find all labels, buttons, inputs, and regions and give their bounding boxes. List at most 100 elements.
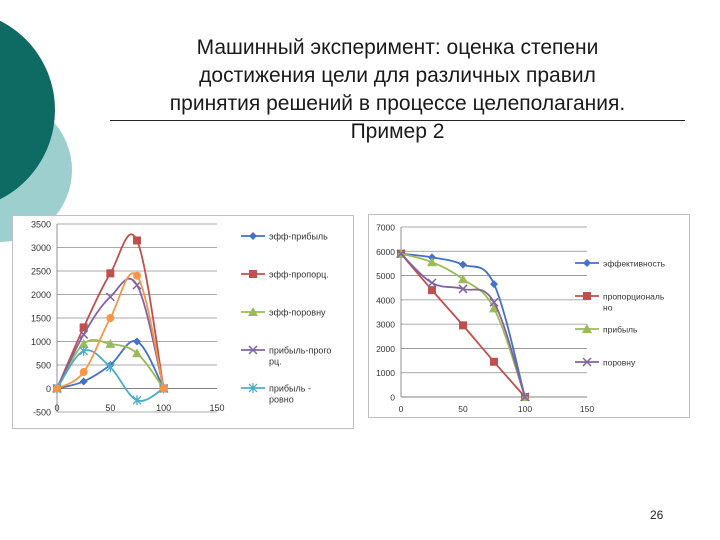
title-line: Пример 2 — [350, 120, 445, 143]
legend-label: эффективность — [603, 259, 666, 269]
data-point — [79, 345, 89, 356]
data-point — [428, 286, 436, 295]
legend-label: поровну — [603, 358, 636, 368]
series-line — [56, 272, 165, 390]
data-point — [490, 357, 498, 366]
legend-entry: эфф-пропорц. — [241, 270, 329, 280]
legend-marker — [583, 259, 591, 267]
legend-label: прибыль - — [269, 384, 311, 394]
title-line: достижения цели для различных правил — [199, 64, 596, 87]
data-point — [53, 384, 61, 393]
y-tick-label: 500 — [36, 361, 51, 371]
data-point — [132, 395, 142, 406]
y-tick-label: 4000 — [376, 295, 395, 305]
legend-label: эфф-пропорц. — [269, 270, 329, 280]
decorative-circles — [0, 20, 72, 242]
series-6 — [53, 271, 168, 393]
legend-label: пропорциональ — [603, 292, 665, 302]
data-point — [79, 329, 89, 339]
x-tick-label: 50 — [105, 403, 115, 413]
y-tick-label: 1500 — [31, 314, 51, 324]
y-tick-label: 0 — [46, 384, 51, 394]
legend-entry: эфф-прибыль — [241, 232, 328, 242]
legend-entry: поровну — [575, 357, 636, 368]
series-5 — [52, 345, 169, 406]
y-tick-label: 3000 — [31, 243, 51, 253]
legend-entry: прибыль — [575, 324, 638, 335]
title-line: принятия решений в процессе целеполагани… — [169, 92, 626, 115]
title-line: Машинный эксперимент: оценка степени — [196, 36, 599, 59]
data-point — [458, 274, 468, 284]
data-point — [133, 236, 141, 245]
data-point — [105, 362, 115, 373]
legend-marker — [249, 232, 257, 240]
legend-marker — [583, 292, 591, 300]
series-line — [56, 233, 165, 389]
data-point — [105, 338, 116, 348]
y-tick-label: 7000 — [376, 223, 395, 233]
y-tick-label: -500 — [33, 408, 51, 418]
x-tick-label: 100 — [156, 403, 171, 413]
legend-label: ровно — [269, 395, 294, 405]
chart-efficiency-profit: -500 0 500 1000 1500 2000 2500 3000 3500 0 50 100 15… — [12, 215, 354, 429]
x-tick-label: 0 — [399, 404, 404, 414]
data-point — [79, 377, 88, 386]
legend-marker — [248, 345, 258, 355]
data-point — [489, 297, 499, 307]
dark-circle — [0, 20, 55, 200]
x-tick-label: 150 — [209, 403, 224, 413]
data-point — [459, 321, 467, 330]
data-point — [520, 392, 530, 402]
data-point — [396, 249, 406, 259]
legend-entry: прибыль -ровно — [241, 383, 311, 405]
legend-entry: эфф-поровну — [241, 307, 326, 318]
data-point — [78, 338, 89, 348]
y-tick-label: 5000 — [376, 271, 395, 281]
data-point — [489, 303, 499, 313]
x-tick-label: 50 — [458, 404, 468, 414]
y-tick-label: 3000 — [376, 320, 395, 330]
legend-entry: эффективность — [575, 259, 666, 269]
legend-label: эфф-поровну — [269, 308, 326, 318]
series-2 — [397, 249, 529, 401]
y-tick-label: 2000 — [31, 290, 51, 300]
data-point — [133, 271, 141, 280]
data-point — [427, 257, 437, 267]
series-4 — [52, 277, 169, 394]
legend-marker — [248, 383, 258, 393]
data-point — [105, 292, 115, 302]
series-line — [400, 253, 526, 398]
legend-label: прибыль-прого — [269, 346, 331, 356]
data-point — [106, 314, 115, 322]
y-tick-label: 2500 — [31, 267, 51, 277]
x-tick-label: 150 — [580, 404, 594, 414]
y-tick-label: 6000 — [376, 247, 395, 257]
y-tick-label: 2000 — [376, 344, 395, 354]
data-point — [459, 260, 467, 269]
legend-label: но — [603, 303, 613, 313]
page-number: 26 — [650, 508, 664, 522]
data-point — [427, 278, 437, 288]
y-tick-label: 3500 — [31, 220, 51, 230]
y-tick-label: 1000 — [31, 337, 51, 347]
legend-marker — [582, 324, 592, 333]
chart-efficiency-rules: 0 1000 2000 3000 4000 5000 6000 7000 0 50 100 150 эф… — [368, 214, 690, 418]
data-point — [79, 323, 88, 332]
data-point — [79, 368, 88, 377]
legend-marker — [582, 357, 592, 367]
x-tick-label: 100 — [518, 404, 532, 414]
data-point — [458, 284, 468, 294]
slide-title: Машинный эксперимент: оценка степени дос… — [110, 34, 685, 146]
data-point — [159, 384, 168, 393]
y-tick-label: 1000 — [376, 368, 395, 378]
legend-label: прибыль — [603, 325, 638, 335]
chart-2-svg: 0 1000 2000 3000 4000 5000 6000 7000 0 50 100 150 эф… — [376, 223, 666, 415]
legend-marker — [248, 307, 258, 316]
data-point — [490, 280, 498, 289]
data-point — [106, 269, 115, 278]
y-tick-label: 0 — [390, 393, 395, 403]
series-4 — [396, 249, 530, 402]
